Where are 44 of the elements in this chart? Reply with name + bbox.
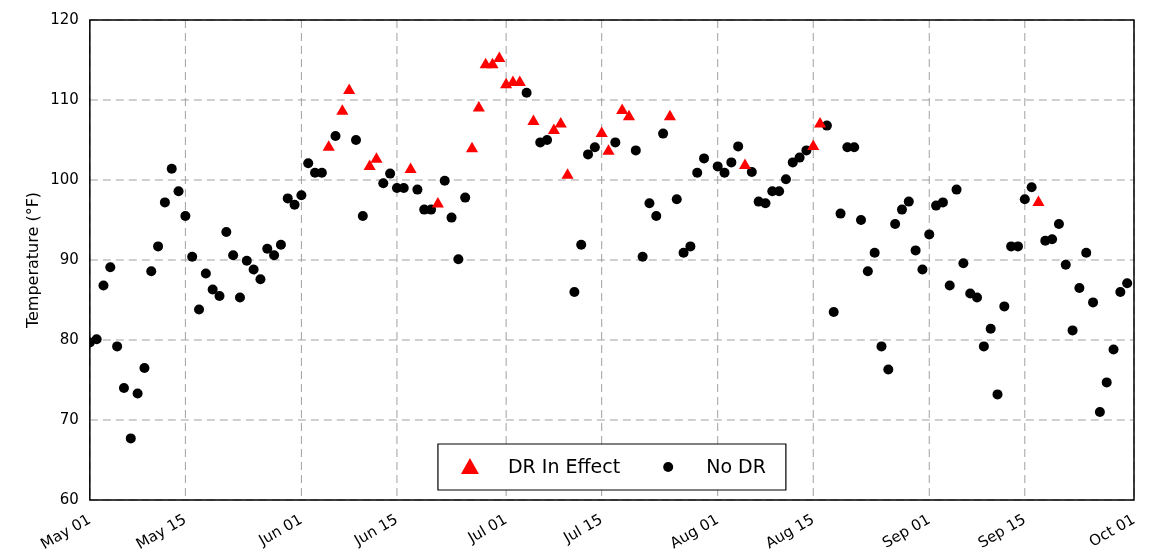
x-tick-label: Aug 15 bbox=[762, 510, 818, 553]
y-tick-label: 120 bbox=[50, 9, 79, 28]
point bbox=[322, 140, 335, 151]
x-tick-label: Jun 01 bbox=[254, 510, 306, 550]
x-tick-label: Jul 15 bbox=[559, 510, 606, 548]
y-tick-label: 110 bbox=[50, 89, 79, 108]
point bbox=[595, 126, 608, 138]
point bbox=[547, 123, 560, 134]
point bbox=[527, 114, 540, 126]
legend-label: DR In Effect bbox=[507, 454, 621, 477]
legend-label: No DR bbox=[706, 454, 766, 477]
point bbox=[554, 117, 567, 128]
point bbox=[493, 51, 506, 62]
point bbox=[602, 144, 615, 155]
y-tick-label: 90 bbox=[59, 249, 79, 268]
y-axis-title: Temperature (°F) bbox=[22, 191, 42, 330]
point bbox=[738, 158, 752, 170]
point bbox=[370, 152, 383, 163]
x-tick-label: May 01 bbox=[37, 510, 94, 554]
y-tick-label: 100 bbox=[50, 169, 79, 188]
point bbox=[807, 139, 820, 150]
y-tick-label: 80 bbox=[59, 329, 79, 348]
point bbox=[1032, 195, 1045, 206]
point bbox=[343, 83, 356, 94]
point bbox=[486, 57, 499, 69]
x-tick-label: Oct 01 bbox=[1085, 510, 1138, 551]
x-tick-label: Aug 01 bbox=[666, 510, 722, 553]
x-tick-label: Sep 15 bbox=[974, 510, 1029, 552]
point bbox=[561, 168, 574, 179]
point bbox=[663, 109, 676, 121]
point bbox=[465, 141, 479, 153]
x-tick-label: Jun 15 bbox=[350, 510, 401, 550]
point bbox=[814, 117, 827, 128]
x-tick-label: May 15 bbox=[132, 510, 190, 554]
x-tick-label: Jul 01 bbox=[463, 510, 511, 548]
point bbox=[336, 104, 349, 115]
x-tick-label: Sep 01 bbox=[879, 510, 934, 552]
point bbox=[363, 159, 376, 170]
point bbox=[616, 103, 629, 114]
point bbox=[404, 162, 417, 174]
point bbox=[622, 109, 636, 121]
y-tick-label: 70 bbox=[59, 409, 79, 428]
point bbox=[472, 101, 485, 112]
y-tick-label: 60 bbox=[59, 489, 79, 508]
